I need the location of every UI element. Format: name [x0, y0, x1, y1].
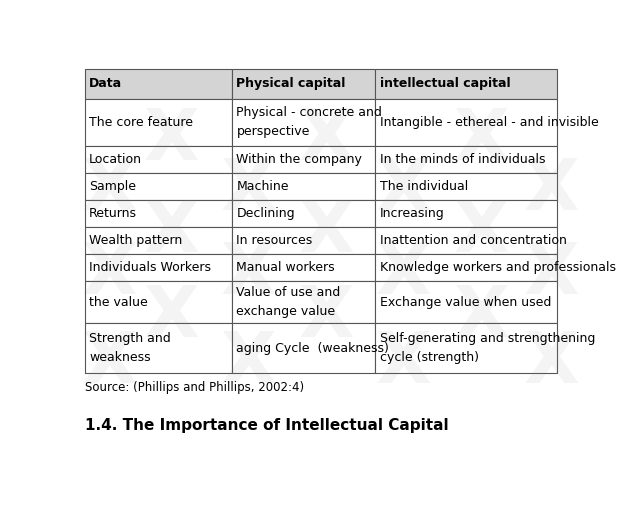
Bar — [232, 323, 375, 373]
Text: Data: Data — [89, 77, 122, 90]
Text: Intangible - ethereal - and invisible: Intangible - ethereal - and invisible — [380, 116, 599, 129]
Bar — [85, 173, 232, 200]
Text: The core feature: The core feature — [89, 116, 193, 129]
Bar — [375, 173, 557, 200]
Text: Individuals Workers: Individuals Workers — [89, 261, 211, 274]
Bar — [85, 254, 232, 281]
Bar — [375, 69, 557, 98]
Bar — [232, 98, 375, 146]
Text: X: X — [82, 329, 137, 398]
Text: Returns: Returns — [89, 207, 137, 220]
Bar — [232, 146, 375, 173]
Text: Inattention and concentration: Inattention and concentration — [380, 234, 567, 247]
Text: X: X — [221, 329, 277, 398]
Text: X: X — [82, 156, 137, 225]
Text: X: X — [82, 240, 137, 309]
Text: In resources: In resources — [236, 234, 313, 247]
Text: X: X — [376, 329, 432, 398]
Bar — [85, 146, 232, 173]
Text: X: X — [453, 198, 509, 267]
Text: intellectual capital: intellectual capital — [380, 77, 510, 90]
Text: Location: Location — [89, 153, 142, 166]
Text: Knowledge workers and professionals: Knowledge workers and professionals — [380, 261, 616, 274]
Bar — [375, 227, 557, 254]
Text: Declining: Declining — [236, 207, 295, 220]
Text: Increasing: Increasing — [380, 207, 445, 220]
Text: X: X — [144, 198, 199, 267]
Text: X: X — [144, 282, 199, 352]
Text: X: X — [298, 198, 354, 267]
Text: X: X — [298, 282, 354, 352]
Bar — [375, 323, 557, 373]
Text: X: X — [524, 156, 579, 225]
Bar — [85, 323, 232, 373]
Bar — [375, 281, 557, 323]
Text: X: X — [453, 106, 509, 175]
Text: Within the company: Within the company — [236, 153, 362, 166]
Bar — [375, 200, 557, 227]
Text: Manual workers: Manual workers — [236, 261, 335, 274]
Text: X: X — [376, 156, 432, 225]
Text: Machine: Machine — [236, 180, 289, 193]
Text: Strength and
weakness: Strength and weakness — [89, 332, 171, 365]
Text: Wealth pattern: Wealth pattern — [89, 234, 182, 247]
Text: X: X — [376, 240, 432, 309]
Text: The individual: The individual — [380, 180, 468, 193]
Bar — [85, 281, 232, 323]
Text: Sample: Sample — [89, 180, 136, 193]
Text: Value of use and
exchange value: Value of use and exchange value — [236, 286, 340, 318]
Text: X: X — [144, 106, 199, 175]
Bar — [375, 98, 557, 146]
Bar — [85, 200, 232, 227]
Bar — [375, 146, 557, 173]
Text: Self-generating and strengthening
cycle (strength): Self-generating and strengthening cycle … — [380, 332, 595, 365]
Text: In the minds of individuals: In the minds of individuals — [380, 153, 545, 166]
Text: X: X — [221, 240, 277, 309]
Text: Physical capital: Physical capital — [236, 77, 346, 90]
Text: X: X — [524, 329, 579, 398]
Bar — [232, 254, 375, 281]
Text: X: X — [221, 156, 277, 225]
Text: 1.4. The Importance of Intellectual Capital: 1.4. The Importance of Intellectual Capi… — [85, 418, 448, 433]
Text: Physical - concrete and
perspective: Physical - concrete and perspective — [236, 106, 382, 138]
Text: the value: the value — [89, 296, 148, 309]
Bar — [232, 281, 375, 323]
Bar — [85, 227, 232, 254]
Bar — [232, 227, 375, 254]
Text: X: X — [453, 282, 509, 352]
Bar — [232, 200, 375, 227]
Text: X: X — [524, 240, 579, 309]
Text: aging Cycle  (weakness): aging Cycle (weakness) — [236, 342, 389, 355]
Text: Source: (Phillips and Phillips, 2002:4): Source: (Phillips and Phillips, 2002:4) — [85, 381, 303, 394]
Bar — [85, 69, 232, 98]
Text: Exchange value when used: Exchange value when used — [380, 296, 551, 309]
Bar — [375, 254, 557, 281]
Bar — [232, 69, 375, 98]
Text: X: X — [298, 106, 354, 175]
Bar — [232, 173, 375, 200]
Bar — [85, 98, 232, 146]
